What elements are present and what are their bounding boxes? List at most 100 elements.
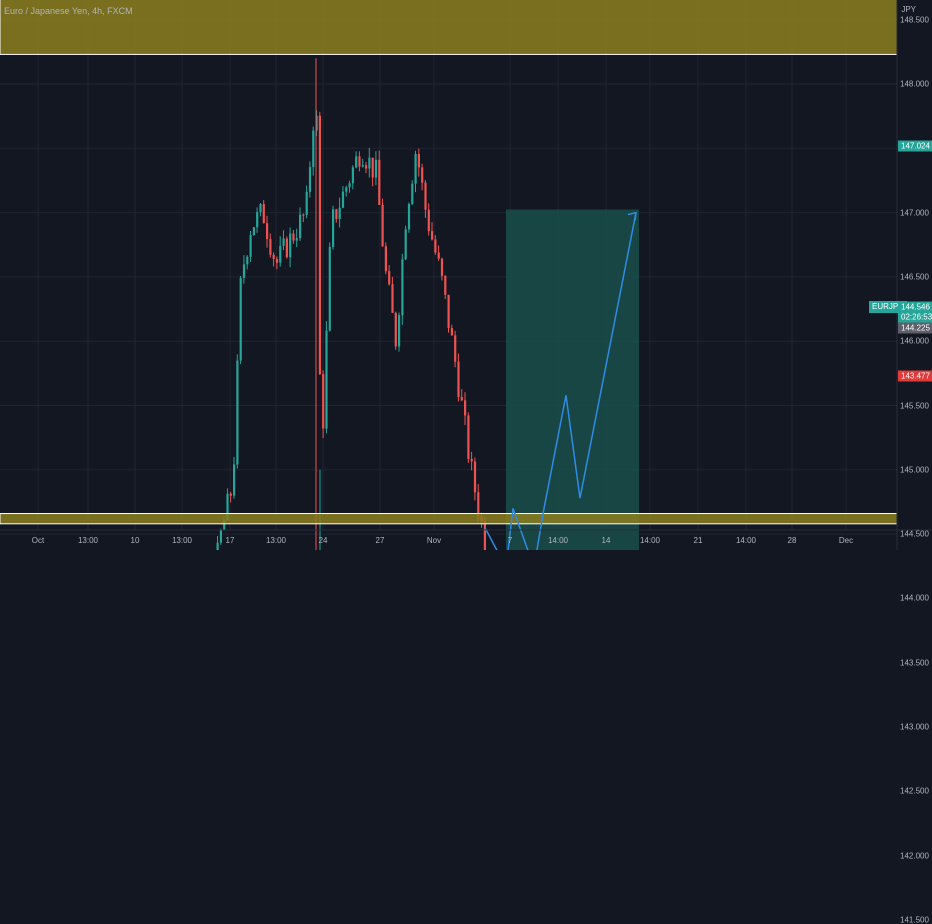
time-tick-label: 14:00	[639, 536, 661, 545]
candle-down	[365, 165, 368, 169]
symbol-title: Euro / Japanese Yen, 4h, FXCM	[4, 6, 133, 16]
candle-down	[437, 252, 440, 259]
candle-down	[427, 209, 430, 232]
time-tick-label: Oct	[31, 536, 45, 545]
candle-down	[434, 239, 437, 253]
candle-down	[275, 258, 279, 263]
price-tick-label: 142.500	[900, 786, 929, 796]
low-price-badge: 144.225	[898, 322, 932, 334]
candle-up	[289, 233, 292, 258]
candle-up	[351, 167, 354, 184]
candle-down	[318, 115, 321, 375]
candle-up	[233, 464, 236, 496]
supply-demand-zone	[0, 513, 898, 525]
currency-label: JPY	[901, 5, 916, 14]
candle-up	[216, 542, 219, 550]
candle-up	[252, 227, 255, 236]
candle-down	[384, 246, 387, 272]
time-tick-label: 10	[130, 536, 140, 545]
candle-down	[335, 209, 338, 220]
candle-up	[345, 187, 348, 192]
candle-down	[378, 159, 381, 205]
projection-path	[484, 212, 637, 550]
candle-up	[414, 153, 417, 184]
candle-down	[470, 458, 473, 462]
price-tick-label: 145.500	[900, 401, 929, 410]
candle-up	[226, 493, 229, 521]
time-tick-label: 14:00	[547, 536, 569, 545]
candle-up	[341, 191, 345, 208]
candle-down	[358, 156, 361, 167]
candle-down	[457, 361, 460, 398]
candle-down	[440, 258, 444, 276]
candle-up	[308, 167, 312, 192]
candle-up	[279, 245, 282, 263]
candle-up	[312, 130, 315, 168]
candle-down	[460, 397, 463, 401]
candle-up	[256, 212, 259, 228]
candle-up	[361, 165, 364, 167]
price-tick-label: 148.500	[900, 15, 929, 25]
candle-up	[407, 204, 411, 230]
candle-up	[348, 183, 351, 188]
candle-up	[295, 238, 298, 241]
candle-up	[398, 315, 401, 347]
candle-down	[266, 223, 269, 239]
candle-down	[322, 374, 325, 429]
time-tick-label: 13:00	[265, 536, 287, 545]
time-tick-label: Nov	[426, 536, 442, 545]
supply-demand-zone	[0, 0, 898, 55]
candle-up	[355, 156, 358, 168]
profit-zone	[506, 209, 639, 550]
candle-down	[262, 204, 265, 224]
candle-up	[332, 209, 335, 247]
candle-down	[454, 335, 457, 362]
stop-price-badge: 143.477	[898, 370, 932, 382]
candle-down	[302, 214, 305, 216]
chart-canvas[interactable]	[0, 0, 932, 550]
time-tick-label: 17	[225, 536, 235, 545]
price-tick-label: 146.000	[900, 336, 929, 346]
time-tick-label: 14	[601, 536, 611, 545]
time-tick-label: 13:00	[77, 536, 99, 545]
candle-down	[388, 271, 391, 285]
candle-down	[477, 492, 480, 517]
time-tick-label: 14:00	[735, 536, 757, 545]
candle-up	[305, 191, 308, 215]
symbol-badge: EURJPY	[869, 301, 907, 313]
candle-up	[236, 360, 239, 465]
current-price-badge: 144.546	[898, 301, 932, 313]
time-tick-label: 13:00	[171, 536, 193, 545]
candle-up	[246, 256, 249, 265]
candle-down	[381, 204, 384, 247]
candle-down	[424, 182, 427, 210]
candle-down	[467, 415, 470, 459]
candle-up	[282, 238, 285, 246]
arrow-head	[627, 211, 637, 221]
candle-down	[417, 153, 420, 168]
candle-down	[269, 238, 272, 255]
price-tick-label: 147.000	[900, 208, 929, 218]
candle-down	[473, 461, 477, 493]
candle-down	[431, 231, 434, 240]
candle-down	[229, 493, 232, 496]
time-tick-label: Dec	[838, 536, 854, 545]
candle-up	[404, 229, 407, 260]
candle-up	[219, 530, 222, 543]
candle-up	[338, 207, 341, 220]
candle-down	[421, 167, 424, 183]
candle-down	[447, 294, 450, 329]
candle-down	[371, 157, 374, 178]
price-tick-label: 141.500	[900, 915, 929, 924]
price-tick-label: 144.000	[900, 593, 929, 603]
candle-up	[259, 204, 262, 213]
candle-up	[242, 264, 246, 278]
price-tick-label: 143.000	[900, 722, 929, 732]
candle-up	[368, 157, 371, 169]
candle-down	[292, 233, 295, 241]
time-tick-label: 27	[375, 536, 385, 545]
candle-down	[285, 238, 288, 258]
time-tick-label: 24	[318, 536, 328, 545]
candle-down	[483, 521, 486, 550]
